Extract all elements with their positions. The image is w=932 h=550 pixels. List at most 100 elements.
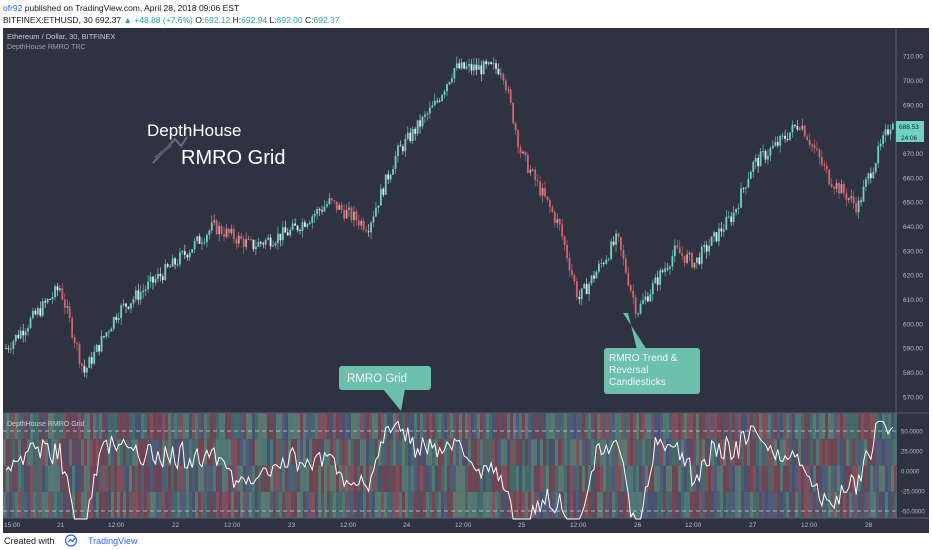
heat-cell bbox=[624, 413, 627, 440]
heat-cell bbox=[318, 465, 321, 492]
heat-cell bbox=[285, 491, 288, 518]
heat-cell bbox=[762, 413, 765, 440]
heat-cell bbox=[486, 413, 489, 440]
heat-cell bbox=[213, 491, 216, 518]
chart-container[interactable]: 710.00700.00690.00680.00670.00660.00650.… bbox=[3, 28, 929, 533]
author-link[interactable]: ofr92 bbox=[3, 3, 23, 13]
time-tick-label: 15:00 bbox=[4, 522, 21, 529]
heat-cell bbox=[807, 465, 810, 492]
heat-cell bbox=[735, 465, 738, 492]
heat-cell bbox=[306, 439, 309, 466]
heat-cell bbox=[324, 439, 327, 466]
heat-cell bbox=[192, 439, 195, 466]
heat-cell bbox=[651, 439, 654, 466]
heat-cell bbox=[870, 465, 873, 492]
candle-body bbox=[534, 169, 537, 181]
heat-cell bbox=[150, 491, 153, 518]
heat-cell bbox=[759, 491, 762, 518]
heat-cell bbox=[96, 491, 99, 518]
time-tick-label: 12:00 bbox=[685, 522, 702, 529]
heat-cell bbox=[882, 413, 885, 440]
heat-cell bbox=[807, 439, 810, 466]
heat-cell bbox=[627, 491, 630, 518]
heat-cell bbox=[615, 413, 618, 440]
heat-cell bbox=[129, 439, 132, 466]
heat-cell bbox=[687, 465, 690, 492]
heat-cell bbox=[159, 413, 162, 440]
time-tick-label: 27 bbox=[749, 522, 757, 529]
heat-cell bbox=[357, 439, 360, 466]
heat-cell bbox=[591, 413, 594, 440]
heat-cell bbox=[891, 491, 894, 518]
heat-cell bbox=[450, 491, 453, 518]
candle-body bbox=[632, 290, 635, 298]
heat-cell bbox=[618, 491, 621, 518]
heat-cell bbox=[240, 465, 243, 492]
heat-cell bbox=[630, 491, 633, 518]
heat-cell bbox=[498, 413, 501, 440]
heat-cell bbox=[150, 413, 153, 440]
candle-body bbox=[622, 249, 625, 259]
tradingview-link[interactable]: TradingView bbox=[88, 536, 138, 546]
heat-cell bbox=[603, 491, 606, 518]
candle-body bbox=[453, 68, 456, 79]
heat-cell bbox=[114, 465, 117, 492]
heat-cell bbox=[57, 465, 60, 492]
heat-cell bbox=[483, 491, 486, 518]
heat-cell bbox=[75, 465, 78, 492]
heat-cell bbox=[177, 491, 180, 518]
heat-cell bbox=[687, 413, 690, 440]
tradingview-logo-icon[interactable] bbox=[65, 534, 85, 547]
heat-cell bbox=[342, 465, 345, 492]
heat-cell bbox=[63, 413, 66, 440]
heat-cell bbox=[375, 413, 378, 440]
candle-body bbox=[19, 330, 22, 339]
heat-cell bbox=[489, 465, 492, 492]
heat-cell bbox=[435, 491, 438, 518]
candle-body bbox=[250, 238, 252, 240]
heat-cell bbox=[636, 491, 639, 518]
heat-cell bbox=[510, 439, 513, 466]
heat-cell bbox=[705, 465, 708, 492]
heat-cell bbox=[843, 465, 846, 492]
candle-body bbox=[76, 343, 78, 345]
candle-body bbox=[529, 169, 532, 173]
heat-cell bbox=[198, 413, 201, 440]
heat-cell bbox=[609, 465, 612, 492]
last-price-tag-text: 688.53 bbox=[899, 124, 919, 131]
heat-cell bbox=[597, 413, 600, 440]
heat-cell bbox=[702, 439, 705, 466]
heat-cell bbox=[258, 439, 261, 466]
callout-trend-candles: RMRO Trend & Reversal Candlesticks bbox=[604, 313, 700, 394]
time-axis[interactable]: 15:00 21 12:00 22 12:00 23 12:00 24 12:00 25 12:00… bbox=[4, 522, 873, 529]
heat-cell bbox=[72, 439, 75, 466]
heat-cell bbox=[288, 491, 291, 518]
heat-cell bbox=[6, 413, 9, 440]
heat-cell bbox=[42, 465, 45, 492]
heat-cell bbox=[507, 491, 510, 518]
heat-cell bbox=[606, 413, 609, 440]
candle-body bbox=[196, 236, 198, 241]
candle-body bbox=[382, 188, 385, 195]
osc-tick-label: 25.0000 bbox=[901, 450, 923, 456]
heat-cell bbox=[687, 491, 690, 518]
heat-cell bbox=[384, 465, 387, 492]
candle-body bbox=[17, 334, 20, 339]
heat-cell bbox=[174, 413, 177, 440]
price-axis[interactable]: 710.00700.00690.00680.00670.00660.00650.… bbox=[903, 54, 923, 402]
heat-cell bbox=[219, 413, 222, 440]
candle-body bbox=[850, 196, 853, 199]
candle-body bbox=[681, 253, 684, 256]
heat-cell bbox=[369, 439, 372, 466]
candle-body bbox=[872, 171, 875, 179]
heat-cell bbox=[78, 465, 81, 492]
heat-cell bbox=[90, 413, 93, 440]
heat-cell bbox=[576, 413, 579, 440]
heat-cell bbox=[402, 413, 405, 440]
main-indicator-title: DepthHouse RMRO TRC bbox=[7, 44, 85, 51]
chart-svg[interactable]: 710.00700.00690.00680.00670.00660.00650.… bbox=[3, 28, 929, 533]
heat-cell bbox=[585, 413, 588, 440]
heat-cell bbox=[243, 491, 246, 518]
heat-cell bbox=[660, 413, 663, 440]
